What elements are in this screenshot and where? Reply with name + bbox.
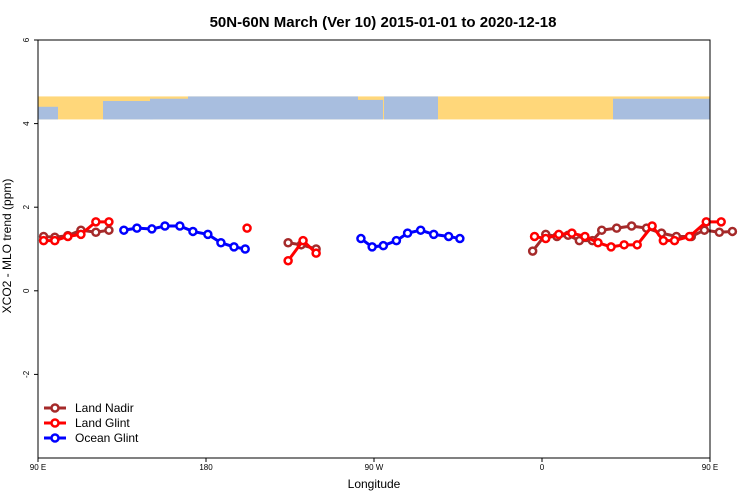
x-axis-label: Longitude <box>348 477 401 491</box>
map-ocean-region <box>188 96 358 120</box>
data-point <box>714 227 725 238</box>
data-point <box>727 226 738 237</box>
map-ocean-region <box>358 99 383 120</box>
legend-marker <box>50 403 60 413</box>
data-point <box>699 225 710 235</box>
data-point <box>76 229 86 240</box>
data-point <box>298 235 308 246</box>
data-point <box>567 228 577 238</box>
data-point <box>647 221 657 231</box>
legend-marker <box>50 433 60 443</box>
x-tick-label: 90 W <box>365 463 384 472</box>
data-point <box>242 223 252 233</box>
map-ocean-region <box>613 98 710 120</box>
x-tick-label: 90 E <box>30 463 46 472</box>
map-ocean-region <box>384 96 438 120</box>
data-point <box>175 221 185 231</box>
x-tick-label: 180 <box>199 463 213 472</box>
legend-label: Ocean Glint <box>75 431 139 445</box>
map-ocean-region <box>150 98 188 120</box>
y-axis-label: XCO2 - MLO trend (ppm) <box>0 179 14 314</box>
data-point <box>402 228 413 238</box>
y-axis: -2 0 2 4 6 <box>22 37 38 378</box>
data-point <box>632 240 642 250</box>
data-point <box>580 231 590 242</box>
data-point <box>684 231 695 242</box>
data-point <box>311 248 321 258</box>
data-point <box>611 223 622 233</box>
data-point <box>596 225 607 235</box>
legend-marker <box>50 418 60 428</box>
x-tick-label: 0 <box>540 463 545 472</box>
data-point <box>716 217 726 227</box>
data-point <box>63 231 73 242</box>
legend-label: Land Nadir <box>75 401 134 415</box>
data-point <box>91 227 101 238</box>
map-strip <box>38 96 710 120</box>
data-point <box>619 240 629 250</box>
legend-entry: Ocean Glint <box>44 431 139 445</box>
data-point <box>378 240 389 251</box>
data-point <box>50 235 60 246</box>
data-point <box>701 217 712 227</box>
data-point <box>91 217 101 227</box>
data-point <box>147 224 157 234</box>
data-point <box>119 225 129 235</box>
y-tick-label: 2 <box>22 204 31 209</box>
data-point <box>527 246 538 256</box>
data-point <box>132 223 142 233</box>
data-point <box>415 225 426 235</box>
data-point <box>356 233 366 244</box>
data-point <box>38 235 49 246</box>
x-axis: 90 E 180 90 W 0 90 E <box>30 458 718 472</box>
series-line <box>123 224 246 251</box>
data-point <box>554 229 564 240</box>
data-point <box>283 237 293 248</box>
data-point <box>367 242 377 252</box>
legend-label: Land Glint <box>75 416 130 430</box>
y-tick-label: 0 <box>22 288 31 293</box>
legend-entry: Land Glint <box>44 416 130 430</box>
data-point <box>443 231 454 242</box>
series-land-glint <box>38 217 726 266</box>
data-point <box>216 237 226 248</box>
data-point <box>455 233 465 244</box>
x-tick-label: 90 E <box>702 463 718 472</box>
data-point <box>188 226 198 237</box>
data-point <box>283 255 293 266</box>
chart-title: 50N-60N March (Ver 10) 2015-01-01 to 202… <box>210 14 557 31</box>
data-point <box>160 221 170 231</box>
data-point <box>428 229 439 240</box>
legend-entry: Land Nadir <box>44 401 134 415</box>
map-ocean-region <box>103 101 153 120</box>
data-point <box>658 235 669 246</box>
data-point <box>593 237 603 248</box>
data-point <box>104 217 114 227</box>
series-ocean-glint <box>119 221 465 254</box>
plot-marks <box>38 217 738 266</box>
data-point <box>391 235 402 246</box>
data-point <box>606 242 616 252</box>
y-tick-label: 6 <box>22 37 31 42</box>
data-point <box>240 244 250 254</box>
data-point <box>229 242 239 252</box>
data-point <box>626 221 637 231</box>
data-point <box>540 233 551 244</box>
y-tick-label: -2 <box>22 370 31 378</box>
y-tick-label: 4 <box>22 121 31 126</box>
data-point <box>203 229 213 240</box>
map-ocean-region <box>38 106 58 120</box>
data-point <box>104 225 114 235</box>
data-point <box>529 231 540 242</box>
data-point <box>669 235 680 246</box>
